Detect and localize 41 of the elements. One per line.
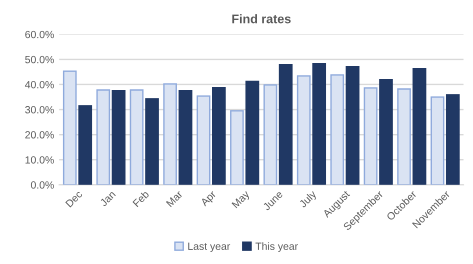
bar <box>78 105 92 185</box>
bar <box>312 62 326 185</box>
bar <box>112 90 126 185</box>
bar <box>245 80 260 185</box>
bar <box>163 83 177 185</box>
y-tick-label: 30.0% <box>25 106 54 114</box>
bar <box>145 98 159 185</box>
bar <box>278 64 293 185</box>
bar <box>364 87 378 185</box>
y-tick-label: 0.0% <box>30 181 54 189</box>
x-tick-label: May <box>232 190 252 210</box>
x-tick-label: July <box>298 190 318 210</box>
y-tick-label: 10.0% <box>26 156 54 164</box>
bar <box>212 87 226 185</box>
x-tick-label: Dec <box>65 190 83 208</box>
bar <box>196 95 210 185</box>
legend-label: Last year <box>188 242 230 252</box>
chart-title: Find rates <box>232 14 291 24</box>
bar <box>130 89 144 185</box>
bar <box>446 94 460 185</box>
bar <box>230 110 244 185</box>
legend-label: This year <box>255 242 298 252</box>
x-tick-label: Mar <box>166 190 184 208</box>
bar <box>430 96 444 185</box>
bar <box>397 88 411 185</box>
bar <box>379 79 393 185</box>
bar <box>296 75 311 185</box>
bar <box>346 66 360 185</box>
bar <box>263 84 278 185</box>
y-tick-label: 60.0% <box>25 30 54 38</box>
bar <box>96 89 110 185</box>
bar <box>178 90 192 185</box>
bar <box>62 70 77 185</box>
y-tick-label: 50.0% <box>25 56 54 64</box>
y-tick-label: 40.0% <box>24 80 54 88</box>
bar <box>412 68 426 185</box>
bar <box>330 74 344 185</box>
x-tick-label: Jan <box>99 190 116 207</box>
x-tick-label: Feb <box>132 190 150 208</box>
y-tick-label: 20.0% <box>25 131 54 139</box>
x-tick-label: Apr <box>200 190 218 208</box>
